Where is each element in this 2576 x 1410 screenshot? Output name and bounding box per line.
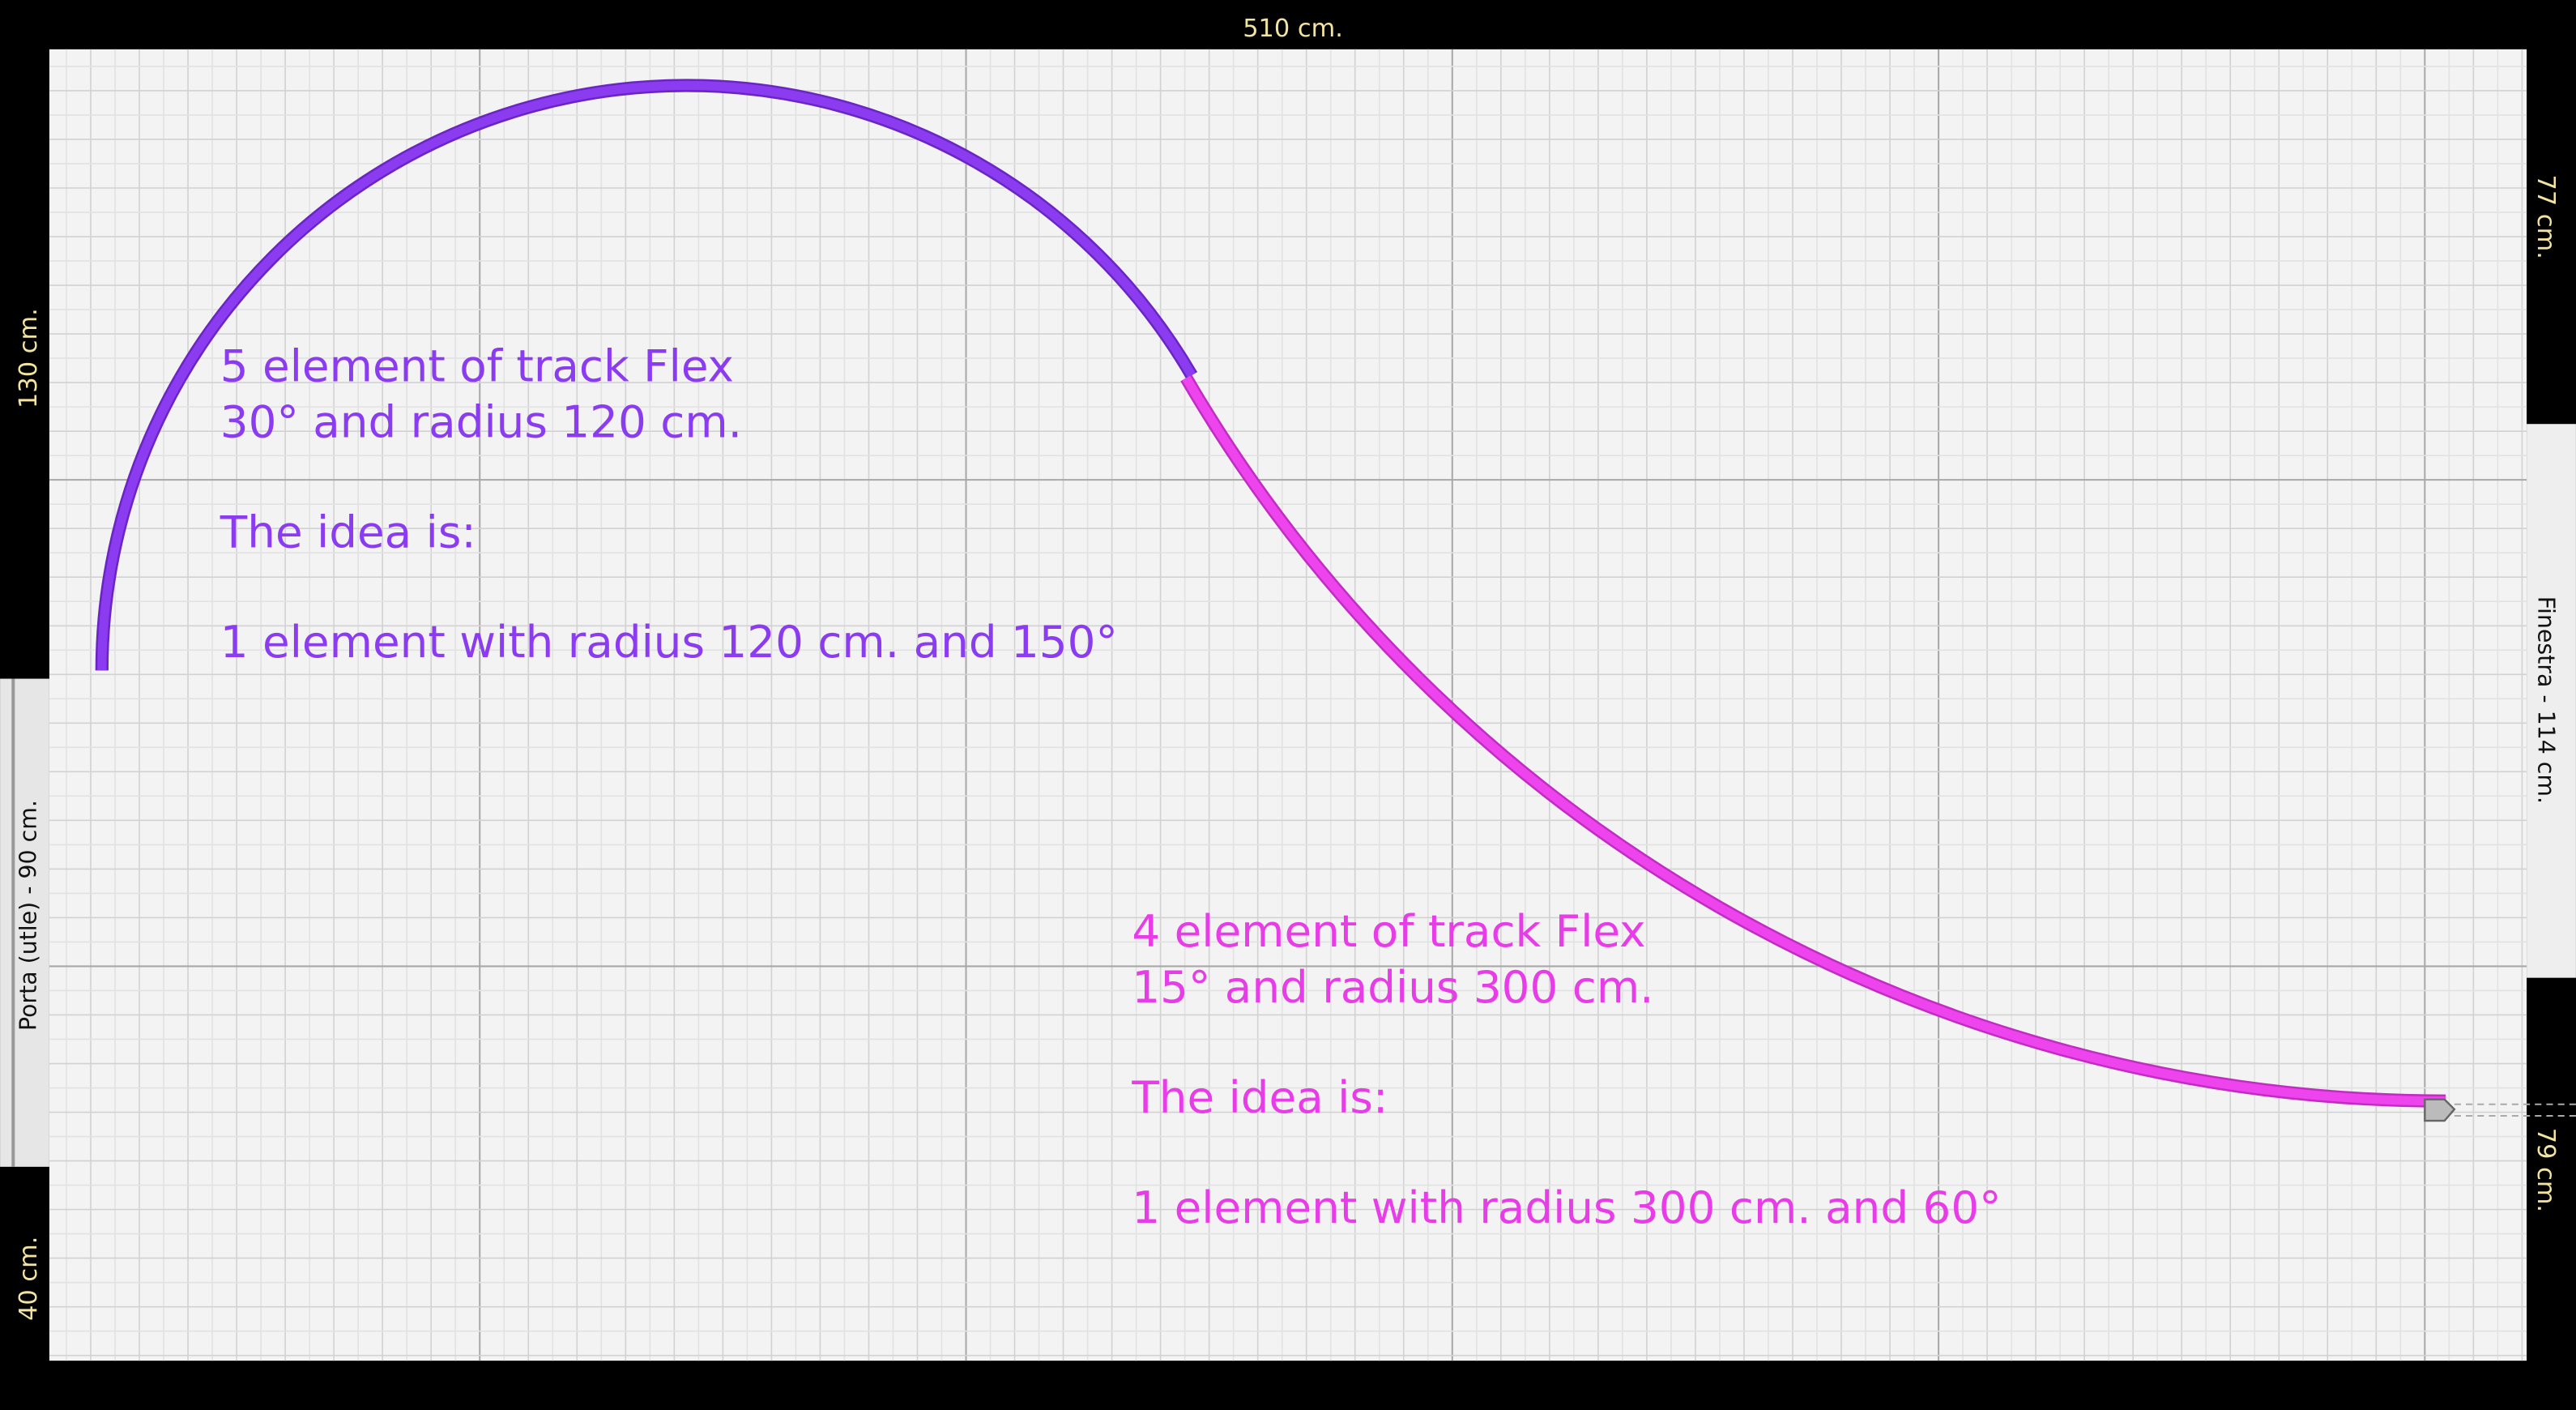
track-segment <box>1414 674 1722 912</box>
window-gap <box>2527 424 2576 978</box>
note-line: 30° and radius 120 cm. <box>220 395 742 447</box>
grid <box>49 49 2527 1361</box>
dimension-top: 510 cm. <box>1243 15 1343 43</box>
dimension-right-top: 77 cm. <box>2531 175 2560 259</box>
note-purple: 5 element of track Flex 30° and radius 1… <box>220 340 1118 668</box>
dimension-left-bottom: 40 cm. <box>15 1237 43 1321</box>
window-label: Finestra - 114 cm. <box>2532 596 2559 804</box>
track-segment <box>1717 903 2071 1057</box>
track-segment <box>1182 375 1422 682</box>
track-segment <box>2068 1047 2446 1106</box>
door-label: Porta (utle) - 90 cm. <box>15 800 42 1031</box>
end-connector <box>2424 1098 2576 1122</box>
note-line: The idea is: <box>220 506 476 558</box>
note-line: 5 element of track Flex <box>220 340 734 391</box>
track-segment <box>685 80 979 167</box>
note-line: 4 element of track Flex <box>1132 905 1645 957</box>
track-segment <box>390 80 685 169</box>
dimension-left-top: 130 cm. <box>15 308 43 408</box>
door-gap <box>0 678 49 1167</box>
track <box>95 79 2446 1108</box>
note-line: 15° and radius 300 cm. <box>1132 961 1653 1013</box>
track-segment <box>176 160 396 381</box>
floor <box>49 49 2527 1361</box>
track-segment <box>975 158 1196 378</box>
dimension-right-bottom: 79 cm. <box>2531 1128 2560 1212</box>
note-line: The idea is: <box>1131 1071 1388 1123</box>
track-segment <box>97 376 184 671</box>
note-line: 1 element with radius 300 cm. and 60° <box>1132 1181 2001 1233</box>
note-line: 1 element with radius 120 cm. and 150° <box>220 616 1118 668</box>
note-magenta: 4 element of track Flex 15° and radius 3… <box>1131 905 2001 1233</box>
